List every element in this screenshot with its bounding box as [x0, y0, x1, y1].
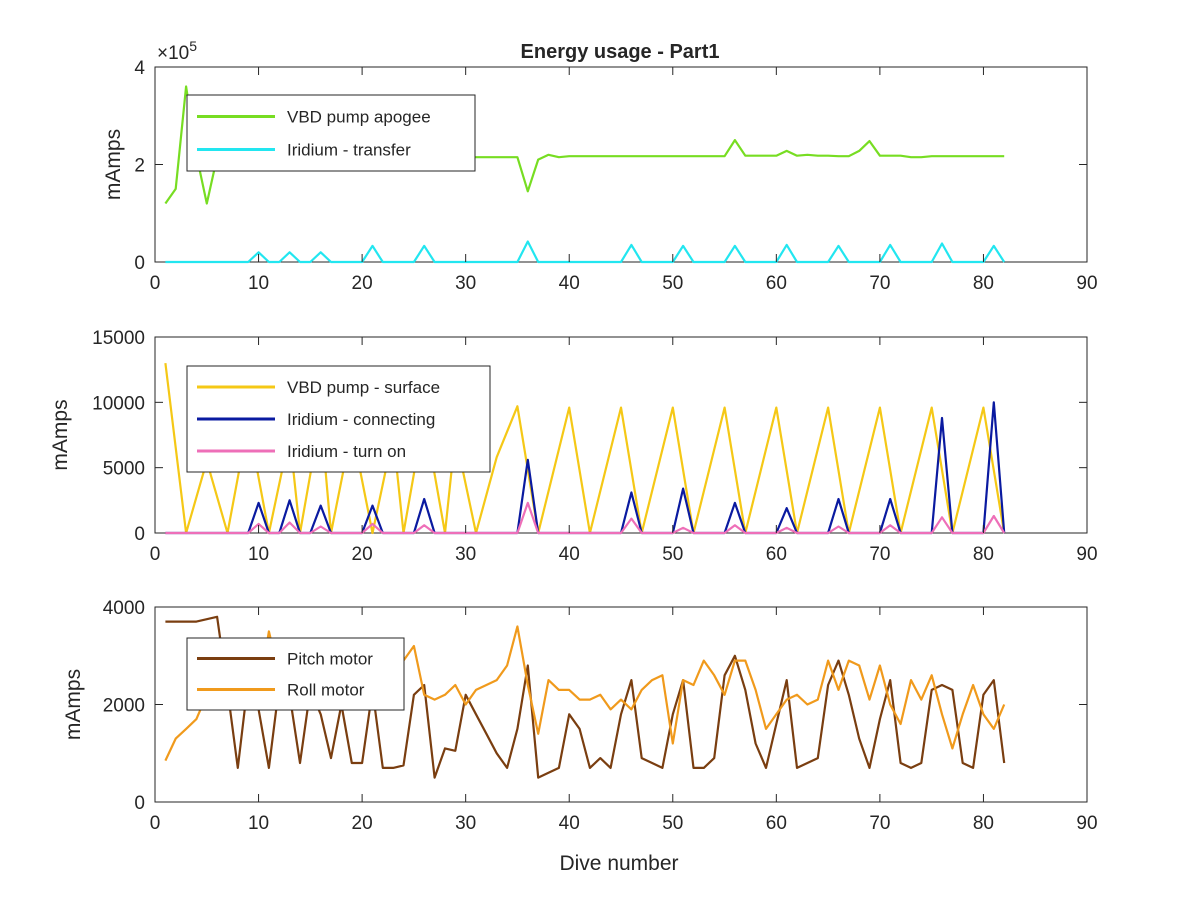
y-tick-label-2-2: 4000 [103, 598, 145, 619]
x-tick-label-1-6: 60 [766, 544, 787, 565]
y-axis-label-0: mAmps [102, 129, 125, 200]
x-tick-label-0-2: 20 [352, 273, 373, 294]
x-tick-label-0-8: 80 [973, 273, 994, 294]
legend-2: Pitch motor Roll motor [186, 637, 405, 711]
x-tick-label-1-2: 20 [352, 544, 373, 565]
legend-label-1-2: Iridium - turn on [287, 442, 406, 461]
y-tick-label-0-0: 0 [134, 253, 145, 274]
x-tick-label-1-8: 80 [973, 544, 994, 565]
legend-1: VBD pump - surface Iridium - connecting Ir… [186, 365, 491, 473]
x-tick-label-0-3: 30 [455, 273, 476, 294]
x-tick-label-2-4: 40 [559, 813, 580, 834]
panel-top: 0 10 20 30 40 50 60 70 80 90 0 2 4 mAmps VBD pump apog… [102, 58, 1098, 294]
legend-label-1-1: Iridium - connecting [287, 410, 435, 429]
y-tick-label-1-3: 15000 [92, 328, 145, 349]
panel-bottom: 0 10 20 30 40 50 60 70 80 90 0 2000 4000 mAmps Dive nu… [62, 598, 1098, 875]
y-axis-label-2: mAmps [62, 669, 85, 740]
x-tick-label-0-9: 90 [1076, 273, 1097, 294]
x-tick-label-1-4: 40 [559, 544, 580, 565]
legend-box-2 [186, 637, 405, 711]
y-tick-label-2-0: 0 [134, 793, 145, 814]
x-tick-label-1-7: 70 [869, 544, 890, 565]
x-tick-label-2-3: 30 [455, 813, 476, 834]
figure-title: Energy usage - Part1 [521, 41, 720, 63]
y-exponent-base: ×10 [157, 43, 189, 64]
x-tick-label-1-5: 50 [662, 544, 683, 565]
x-tick-label-2-2: 20 [352, 813, 373, 834]
series-line-2-0 [165, 615, 1006, 779]
y-tick-label-1-1: 5000 [103, 459, 145, 480]
legend-label-0-0: VBD pump apogee [287, 108, 431, 127]
x-tick-label-2-9: 90 [1076, 813, 1097, 834]
y-tick-label-0-1: 2 [134, 156, 145, 177]
legend-label-2-0: Pitch motor [287, 650, 373, 669]
series-line-0-1 [165, 240, 1006, 264]
legend-label-1-0: VBD pump - surface [287, 378, 440, 397]
legend-0: VBD pump apogee Iridium - transfer [186, 94, 476, 172]
y-exponent-power: 5 [189, 38, 197, 54]
x-tick-label-0-5: 50 [662, 273, 683, 294]
x-axis-label-2: Dive number [559, 852, 678, 875]
legend-box-0 [186, 94, 476, 172]
panel-middle: 0 10 20 30 40 50 60 70 80 90 0 5000 10000 15000 mAmps V… [49, 328, 1098, 565]
x-tick-label-2-7: 70 [869, 813, 890, 834]
x-tick-label-1-9: 90 [1076, 544, 1097, 565]
x-tick-label-2-1: 10 [248, 813, 269, 834]
x-tick-label-2-0: 0 [150, 813, 161, 834]
x-tick-label-1-3: 30 [455, 544, 476, 565]
y-tick-label-1-0: 0 [134, 524, 145, 545]
y-tick-label-2-1: 2000 [103, 696, 145, 717]
x-tick-label-0-6: 60 [766, 273, 787, 294]
x-tick-label-0-4: 40 [559, 273, 580, 294]
x-tick-label-1-1: 10 [248, 544, 269, 565]
y-tick-label-0-2: 4 [134, 58, 145, 79]
x-tick-label-0-7: 70 [869, 273, 890, 294]
x-tick-label-0-0: 0 [150, 273, 161, 294]
x-tick-label-2-8: 80 [973, 813, 994, 834]
legend-label-0-1: Iridium - transfer [287, 141, 411, 160]
series-line-1-2 [165, 501, 1006, 535]
x-tick-label-2-5: 50 [662, 813, 683, 834]
y-exponent-label: ×105 [157, 38, 197, 64]
y-tick-label-1-2: 10000 [92, 393, 145, 414]
y-axis-label-1: mAmps [49, 399, 72, 470]
x-tick-label-1-0: 0 [150, 544, 161, 565]
x-tick-label-2-6: 60 [766, 813, 787, 834]
legend-label-2-1: Roll motor [287, 681, 365, 700]
x-tick-label-0-1: 10 [248, 273, 269, 294]
